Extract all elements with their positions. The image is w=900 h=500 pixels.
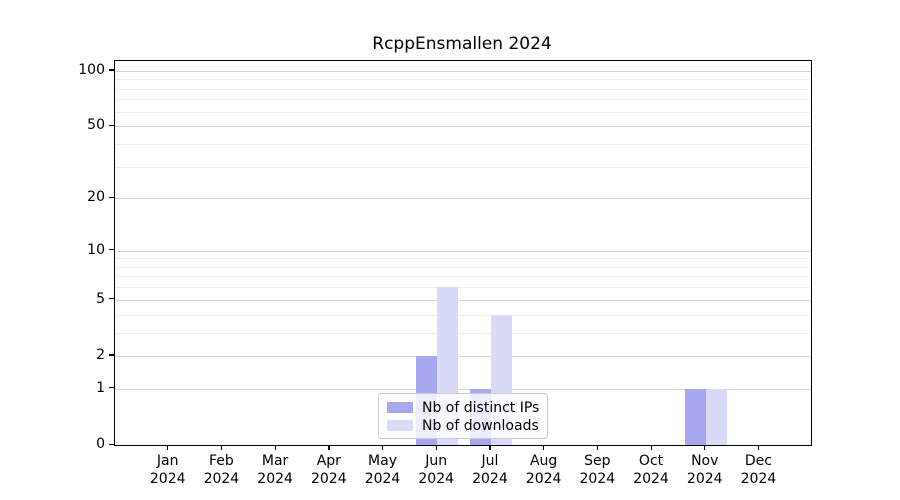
x-axis-tick-label: Apr 2024 <box>299 452 359 488</box>
grid-line-major <box>115 355 811 357</box>
x-tick-month: Sep <box>584 453 611 469</box>
y-axis-tick-label: 2 <box>96 346 105 363</box>
x-tick-month: Mar <box>261 453 289 469</box>
bar-nb-of-downloads <box>705 388 727 445</box>
grid-line-minor <box>115 88 811 90</box>
x-axis-tick-label: Feb 2024 <box>191 452 251 488</box>
y-tick-mark <box>109 69 114 71</box>
x-tick-year: 2024 <box>203 471 240 487</box>
y-tick-mark <box>109 196 114 198</box>
x-tick-year: 2024 <box>740 471 777 487</box>
x-axis-tick-label: Oct 2024 <box>621 452 681 488</box>
legend-label: Nb of downloads <box>422 417 539 434</box>
x-tick-year: 2024 <box>418 471 455 487</box>
x-tick-month: Jul <box>481 453 499 469</box>
x-tick-mark <box>274 445 276 450</box>
legend-swatch-nb-of-distinct-ips <box>387 402 413 413</box>
x-axis-tick-label: Jun 2024 <box>406 452 466 488</box>
x-axis-tick-label: Nov 2024 <box>675 452 735 488</box>
x-axis-tick-label: Jul 2024 <box>460 452 520 488</box>
x-tick-year: 2024 <box>686 471 723 487</box>
x-tick-mark <box>167 445 169 450</box>
x-tick-month: Nov <box>691 453 719 469</box>
y-tick-mark <box>109 298 114 300</box>
y-tick-mark <box>109 124 114 126</box>
y-axis-tick-label: 0 <box>96 436 105 452</box>
x-tick-year: 2024 <box>310 471 347 487</box>
y-tick-mark <box>109 387 114 389</box>
grid-line-minor <box>115 166 811 168</box>
x-tick-mark <box>489 445 491 450</box>
legend-item: Nb of distinct IPs <box>387 399 539 416</box>
x-tick-year: 2024 <box>633 471 669 487</box>
x-tick-mark <box>757 445 760 450</box>
x-axis-tick-label: Sep 2024 <box>567 452 627 488</box>
grid-line-minor <box>115 79 811 81</box>
x-tick-mark <box>435 445 437 450</box>
grid-line-minor <box>115 266 811 268</box>
bar-nb-of-distinct-ips <box>684 388 706 445</box>
legend-label: Nb of distinct IPs <box>422 399 540 416</box>
x-tick-year: 2024 <box>149 471 186 487</box>
legend: Nb of distinct IPs Nb of downloads <box>378 393 548 439</box>
x-tick-month: Jun <box>425 453 448 469</box>
x-tick-mark <box>596 445 599 450</box>
x-tick-year: 2024 <box>364 471 401 487</box>
grid-line-minor <box>115 111 811 113</box>
x-tick-mark <box>704 445 706 450</box>
y-axis-tick-label: 1 <box>96 379 105 396</box>
x-tick-month: Feb <box>209 453 234 469</box>
x-tick-year: 2024 <box>525 471 562 487</box>
x-tick-month: Apr <box>316 453 341 469</box>
legend-item: Nb of downloads <box>387 417 539 434</box>
chart-title: RcppEnsmallen 2024 <box>372 34 552 54</box>
grid-line-major <box>115 250 811 252</box>
x-tick-mark <box>328 445 330 450</box>
x-tick-month: May <box>368 453 397 469</box>
x-tick-year: 2024 <box>472 471 508 487</box>
grid-line-minor <box>115 287 811 289</box>
grid-line-minor <box>115 314 811 316</box>
grid-line-major <box>115 126 811 128</box>
x-axis-tick-label: Aug 2024 <box>514 452 574 488</box>
x-tick-month: Aug <box>529 453 558 469</box>
grid-line-minor <box>115 258 811 260</box>
grid-line-major <box>115 70 811 72</box>
x-axis-tick-label: May 2024 <box>353 452 413 488</box>
x-tick-mark <box>650 445 652 450</box>
plot-area: Nb of distinct IPs Nb of downloads <box>114 60 812 446</box>
y-tick-mark <box>109 354 114 356</box>
y-axis-tick-label: 5 <box>96 290 105 307</box>
grid-line-minor <box>115 276 811 278</box>
y-tick-mark <box>109 443 114 445</box>
x-tick-month: Dec <box>744 453 772 469</box>
y-axis-tick-label: 10 <box>87 241 105 258</box>
x-tick-mark <box>382 445 384 450</box>
grid-line-minor <box>115 143 811 145</box>
grid-line-minor <box>115 332 811 334</box>
grid-line-major <box>115 198 811 200</box>
y-axis-tick-label: 20 <box>87 189 105 206</box>
grid-line-major <box>115 388 811 390</box>
legend-swatch-nb-of-downloads <box>387 420 413 431</box>
x-axis-tick-label: Mar 2024 <box>245 452 305 488</box>
x-axis-tick-label: Jan 2024 <box>138 452 198 488</box>
grid-line-major <box>115 299 811 301</box>
x-tick-month: Oct <box>638 453 664 469</box>
x-tick-year: 2024 <box>579 471 616 487</box>
grid-line-minor <box>115 99 811 101</box>
x-tick-year: 2024 <box>257 471 293 487</box>
x-tick-mark <box>543 445 545 450</box>
x-axis-tick-label: Dec 2024 <box>728 452 788 488</box>
x-tick-month: Jan <box>156 453 179 469</box>
x-tick-mark <box>220 445 223 450</box>
y-axis-tick-label: 50 <box>87 117 105 134</box>
y-tick-mark <box>109 249 114 251</box>
y-axis-tick-label: 100 <box>78 61 105 78</box>
